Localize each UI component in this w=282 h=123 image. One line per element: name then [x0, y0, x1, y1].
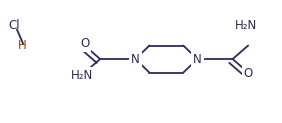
Text: H: H	[18, 39, 27, 52]
Text: O: O	[244, 67, 253, 80]
Text: H₂N: H₂N	[235, 19, 257, 32]
Text: O: O	[80, 37, 89, 50]
Text: H₂N: H₂N	[71, 69, 93, 82]
Text: N: N	[131, 53, 140, 66]
Text: N: N	[193, 53, 202, 66]
Text: Cl: Cl	[9, 19, 21, 32]
